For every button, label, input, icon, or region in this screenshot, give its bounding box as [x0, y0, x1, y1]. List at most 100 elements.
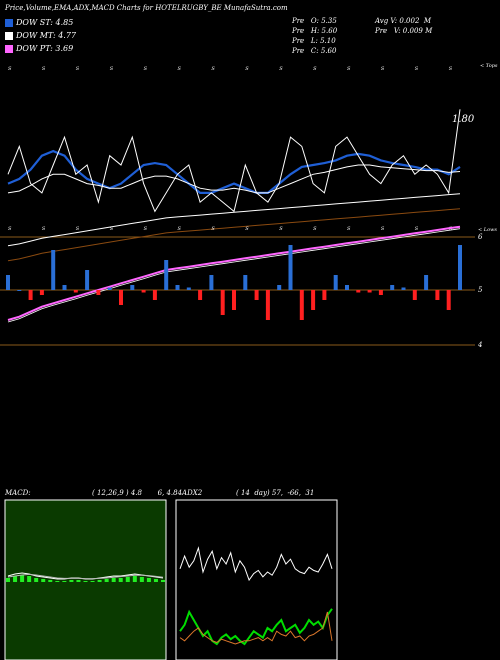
volume-bar	[390, 285, 395, 290]
macd-histogram-bar	[104, 579, 109, 582]
chart-title: Price,Volume,EMA,ADX,MACD Charts for HOT…	[5, 4, 288, 12]
ema-long-line	[7, 208, 461, 262]
volume-bar	[186, 287, 191, 290]
volume-bar	[164, 260, 169, 290]
legend-mt: DOW MT: 4.77	[16, 31, 77, 40]
top-marker: S	[381, 66, 385, 72]
low-marker: S	[279, 226, 283, 232]
legend-swatch-mt	[5, 32, 13, 40]
macd-histogram-bar	[48, 580, 53, 582]
stat-prev-close: Pre C: 5.60	[292, 47, 337, 55]
macd-histogram-bar	[161, 580, 165, 582]
volume-bar	[243, 275, 248, 290]
ema-line-1	[7, 164, 461, 194]
low-marker: S	[313, 226, 317, 232]
macd-histogram-bar	[41, 579, 46, 582]
volume-bar	[254, 290, 259, 300]
volume-bar	[322, 290, 327, 300]
volume-bar	[345, 285, 349, 290]
axis-tick-4: 4	[478, 341, 483, 349]
stat-avg-volume: Avg V: 0.002 M	[375, 17, 432, 25]
macd-histogram-bar	[62, 581, 67, 582]
volume-bar	[412, 290, 417, 300]
volume-bar	[458, 245, 462, 290]
volume-bar	[446, 290, 451, 310]
ema-line-0	[7, 149, 461, 194]
top-marker: S	[449, 66, 453, 72]
macd-histogram-bar	[34, 578, 39, 582]
volume-bar	[311, 290, 316, 310]
volume-bar	[367, 290, 372, 293]
top-marker: S	[8, 66, 12, 72]
pt-shadow-line	[7, 228, 461, 323]
adx-line-0	[179, 546, 333, 582]
legend-pt: DOW PT: 3.69	[16, 44, 74, 53]
low-marker: S	[381, 226, 385, 232]
top-marker: S	[347, 66, 351, 72]
volume-bar	[152, 290, 157, 300]
macd-histogram-bar	[90, 581, 95, 582]
low-marker: S	[347, 226, 351, 232]
volume-bar	[299, 290, 304, 320]
low-marker: S	[76, 226, 80, 232]
macd-histogram-bar	[27, 576, 32, 582]
macd-histogram-bar	[13, 576, 18, 582]
volume-bar	[96, 290, 101, 295]
macd-title: MACD:	[5, 489, 31, 497]
volume-bar	[401, 287, 406, 290]
legend-swatch-pt	[5, 45, 13, 53]
stat-prev-open: Pre O: 5.35	[292, 17, 337, 25]
macd-histogram-bar	[111, 578, 116, 582]
volume-bar	[62, 285, 67, 290]
macd-histogram-bar	[97, 580, 102, 582]
top-marker: S	[245, 66, 249, 72]
lows-label: < Lows	[478, 227, 497, 233]
volume-bar	[17, 290, 22, 291]
top-marker: S	[415, 66, 419, 72]
macd-histogram-bar	[153, 579, 158, 582]
volume-bar	[51, 250, 56, 290]
tops-label: < Tops	[480, 63, 498, 69]
low-marker: S	[245, 226, 249, 232]
low-marker: S	[42, 226, 46, 232]
ema-line-2	[7, 193, 461, 247]
volume-bar	[333, 275, 338, 290]
macd-histogram-bar	[132, 576, 137, 582]
volume-bar	[220, 290, 225, 315]
macd-histogram-bar	[69, 580, 74, 582]
pt-line	[7, 225, 461, 321]
macd-histogram-bar	[20, 575, 25, 582]
close-price-line	[7, 109, 461, 213]
volume-bar	[141, 290, 146, 293]
macd-histogram-bar	[139, 577, 144, 582]
stat-prev-volume: Pre V: 0.009 M	[375, 27, 433, 35]
volume-bar	[6, 275, 10, 290]
volume-bar	[107, 287, 112, 290]
volume-bar	[175, 285, 180, 290]
top-marker: S	[144, 66, 148, 72]
low-marker: S	[110, 226, 114, 232]
low-marker: S	[415, 226, 419, 232]
volume-bar	[435, 290, 440, 300]
axis-tick-6: 6	[478, 233, 483, 241]
macd-background	[4, 499, 167, 660]
low-marker: S	[144, 226, 148, 232]
volume-bar	[356, 290, 361, 293]
macd-histogram-bar	[76, 580, 81, 582]
macd-histogram-bar	[83, 581, 88, 582]
volume-bar	[28, 290, 33, 300]
top-marker: S	[279, 66, 283, 72]
volume-bar	[73, 290, 78, 293]
volume-bar	[198, 290, 203, 300]
top-marker: S	[178, 66, 182, 72]
macd-histogram-bar	[146, 578, 151, 582]
low-marker: S	[211, 226, 215, 232]
macd-line-1	[7, 573, 164, 580]
last-price-label: 1.80	[452, 114, 475, 125]
volume-bar	[209, 275, 214, 290]
low-marker: S	[8, 226, 12, 232]
volume-bar	[232, 290, 236, 310]
